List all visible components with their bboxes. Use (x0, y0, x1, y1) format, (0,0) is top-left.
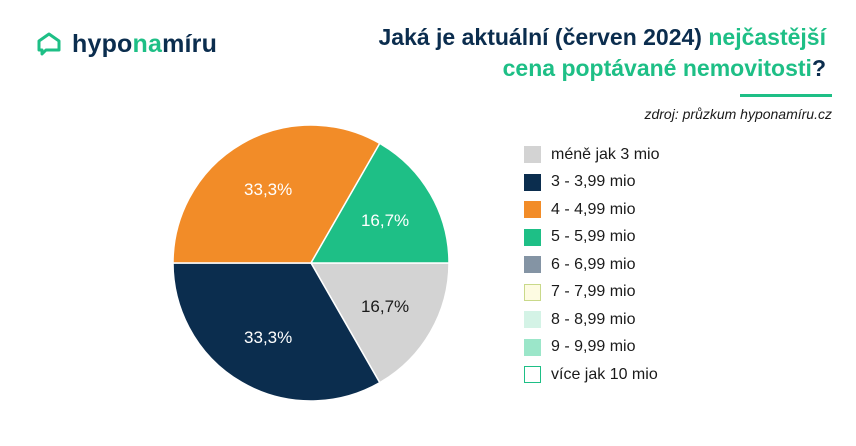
chart-legend: méně jak 3 mio 3 - 3,99 mio 4 - 4,99 mio 5 … (524, 141, 660, 389)
legend-label: 8 - 8,99 mio (551, 310, 636, 328)
legend-swatch (524, 146, 541, 164)
legend-item: více jak 10 mio (524, 361, 660, 389)
pie-chart: 16,7% 33,3% 33,3% 16,7% (172, 124, 450, 402)
legend-swatch (524, 338, 541, 356)
pie-data-label: 33,3% (244, 180, 292, 199)
legend-label: 3 - 3,99 mio (551, 173, 636, 191)
legend-label: méně jak 3 mio (551, 145, 660, 163)
legend-swatch (524, 173, 541, 191)
house-chat-icon (37, 32, 61, 56)
pie-slice (309, 142, 450, 264)
legend-item: 5 - 5,99 mio (524, 224, 660, 252)
legend-item: 8 - 8,99 mio (524, 306, 660, 334)
legend-swatch (524, 283, 541, 301)
legend-label: 9 - 9,99 mio (551, 338, 636, 356)
legend-item: 3 - 3,99 mio (524, 169, 660, 197)
pie-data-label: 33,3% (244, 328, 292, 347)
source-note: zdroj: průzkum hyponamíru.cz (644, 106, 832, 122)
legend-swatch (524, 228, 541, 246)
legend-swatch (524, 311, 541, 329)
legend-item: 9 - 9,99 mio (524, 334, 660, 362)
legend-item: 7 - 7,99 mio (524, 279, 660, 307)
title-underline (740, 94, 832, 97)
legend-label: 4 - 4,99 mio (551, 200, 636, 218)
brand-logo: hyponamíru (36, 26, 217, 62)
chart-title: Jaká je aktuální (červen 2024) nejčastěj… (378, 24, 826, 81)
pie-slice (172, 124, 381, 264)
legend-item: 6 - 6,99 mio (524, 251, 660, 279)
pie-data-label: 16,7% (361, 297, 409, 316)
legend-swatch (524, 256, 541, 274)
pie-slice (309, 262, 450, 384)
logo-wordmark: hyponamíru (72, 29, 218, 58)
pie-slice (172, 262, 381, 402)
legend-item: méně jak 3 mio (524, 141, 660, 169)
legend-swatch (524, 366, 541, 384)
legend-label: 7 - 7,99 mio (551, 283, 636, 301)
legend-label: 5 - 5,99 mio (551, 228, 636, 246)
pie-data-label: 16,7% (361, 211, 409, 230)
legend-item: 4 - 4,99 mio (524, 196, 660, 224)
legend-label: 6 - 6,99 mio (551, 255, 636, 273)
legend-label: více jak 10 mio (551, 365, 658, 383)
legend-swatch (524, 201, 541, 219)
